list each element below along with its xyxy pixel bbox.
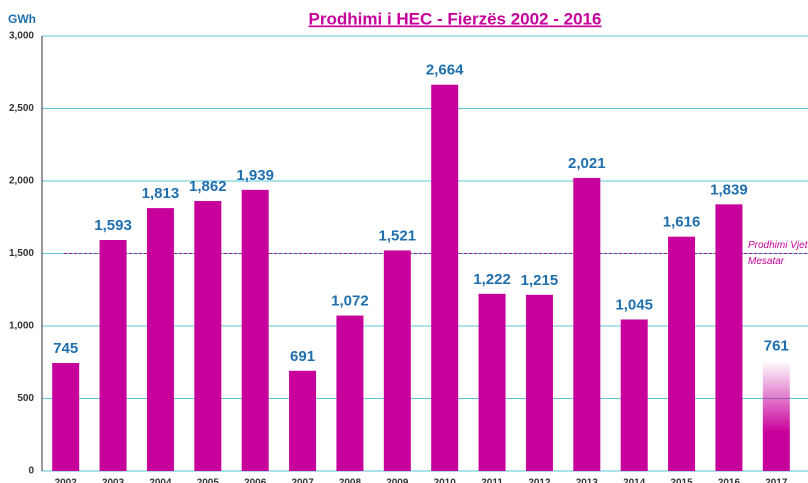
bar	[715, 204, 743, 471]
value-label: 1,222	[473, 271, 511, 288]
x-tick-label: 2005	[197, 478, 220, 483]
x-tick-label: 2017	[765, 478, 788, 483]
x-tick-label: 2010	[434, 478, 457, 483]
y-tick-label: 2,000	[9, 176, 34, 187]
x-tick-label: 2013	[576, 478, 599, 483]
value-label: 1,939	[236, 167, 274, 184]
y-tick-label: 500	[17, 393, 34, 404]
bar	[146, 208, 174, 472]
x-tick-label: 2012	[528, 478, 551, 483]
x-tick-label: 2008	[339, 478, 362, 483]
x-tick-label: 2007	[291, 478, 314, 483]
bar	[194, 201, 222, 471]
y-tick-label: 1,000	[9, 321, 34, 332]
bar	[99, 240, 127, 471]
value-label: 2,021	[568, 155, 606, 172]
x-tick-label: 2011	[481, 478, 503, 483]
x-tick-label: 2015	[670, 478, 693, 483]
x-tick-label: 2014	[623, 478, 646, 483]
value-label: 1,215	[521, 272, 559, 289]
value-label: 1,072	[331, 293, 369, 310]
bar	[478, 293, 506, 471]
value-label: 761	[764, 338, 789, 355]
value-label: 1,616	[663, 214, 701, 231]
x-tick-label: 2009	[386, 478, 409, 483]
x-tick-label: 2016	[718, 478, 741, 483]
value-label: 1,045	[615, 296, 653, 313]
y-axis-label: GWh	[8, 12, 36, 26]
bar	[431, 84, 459, 471]
value-label: 1,839	[710, 181, 748, 198]
value-label: 691	[290, 348, 315, 365]
value-label: 745	[53, 340, 78, 357]
value-label: 1,862	[189, 178, 227, 195]
bar	[668, 236, 696, 471]
bar	[620, 319, 648, 471]
bar	[525, 294, 553, 471]
chart-title: Prodhimi i HEC - Fierzës 2002 - 2016	[309, 9, 602, 28]
x-tick-label: 2006	[244, 478, 267, 483]
y-tick-label: 0	[28, 466, 34, 477]
reference-label: Prodhimi Vjeto	[748, 240, 808, 251]
value-label: 1,813	[142, 185, 180, 202]
value-label: 1,521	[379, 227, 417, 244]
bar	[336, 315, 364, 471]
bar	[52, 362, 80, 471]
bar	[383, 250, 411, 471]
y-tick-label: 3,000	[9, 31, 34, 42]
y-tick-label: 2,500	[9, 103, 34, 114]
x-tick-label: 2002	[55, 478, 78, 483]
bar	[289, 370, 317, 471]
bar	[573, 177, 601, 471]
value-label: 1,593	[94, 217, 132, 234]
x-tick-label: 2004	[149, 478, 172, 483]
bar	[241, 189, 269, 471]
x-tick-label: 2003	[102, 478, 125, 483]
reference-label: Mesatar	[748, 256, 785, 267]
value-label: 2,664	[426, 62, 464, 79]
bar	[762, 360, 790, 471]
y-tick-label: 1,500	[9, 248, 34, 259]
